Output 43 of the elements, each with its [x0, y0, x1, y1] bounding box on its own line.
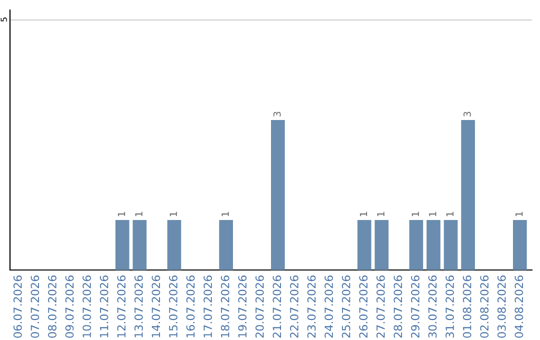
x-tick-label: 21.07.2026 [272, 276, 282, 338]
data-label: 1 [170, 212, 177, 216]
x-tick-label: 27.07.2026 [376, 276, 385, 338]
x-tick-label: 25.07.2026 [342, 276, 350, 338]
data-label: 1 [429, 212, 436, 216]
data-label: 3 [273, 112, 281, 116]
x-tick-label: 26.07.2026 [359, 276, 368, 338]
y-tick-label: 5 [0, 18, 7, 22]
x-tick-label: 01.08.2026 [462, 276, 472, 338]
x-tick-label: 09.07.2026 [65, 276, 74, 338]
data-label: 1 [118, 212, 126, 216]
x-tick-label: 14.07.2026 [152, 276, 160, 338]
x-tick-label: 23.07.2026 [307, 276, 316, 338]
x-tick-label: 24.07.2026 [324, 276, 333, 338]
data-label: 1 [446, 212, 454, 216]
x-tick-label: 10.07.2026 [82, 276, 92, 338]
data-label: 1 [377, 212, 384, 216]
x-tick-label: 20.07.2026 [255, 276, 264, 338]
x-tick-label: 06.07.2026 [13, 276, 22, 338]
x-tick-label: 15.07.2026 [169, 276, 178, 338]
x-tick-label: 17.07.2026 [204, 276, 212, 338]
data-label: 1 [515, 212, 523, 216]
data-label: 1 [412, 212, 419, 216]
x-tick-label: 04.08.2026 [514, 276, 524, 338]
x-tick-label: 30.07.2026 [428, 276, 437, 338]
x-tick-label: 12.07.2026 [117, 276, 126, 338]
data-label: 1 [222, 212, 229, 216]
x-tick-label: 11.07.2026 [100, 276, 108, 338]
x-tick-label: 18.07.2026 [220, 276, 230, 338]
data-label: 1 [360, 212, 368, 216]
data-label: 1 [135, 212, 142, 216]
x-tick-label: 03.08.2026 [497, 276, 506, 338]
data-label: 3 [464, 112, 471, 116]
x-tick-label: 02.08.2026 [480, 276, 489, 338]
x-tick-label: 13.07.2026 [134, 276, 143, 338]
x-tick-label: 19.07.2026 [238, 276, 247, 338]
x-tick-label: 08.07.2026 [48, 276, 56, 338]
x-tick-label: 28.07.2026 [394, 276, 402, 338]
x-tick-label: 29.07.2026 [411, 276, 420, 338]
x-tick-label: 22.07.2026 [290, 276, 298, 338]
x-tick-label: 31.07.2026 [446, 276, 454, 338]
x-tick-label: 16.07.2026 [186, 276, 195, 338]
x-tick-label: 07.07.2026 [30, 276, 40, 338]
